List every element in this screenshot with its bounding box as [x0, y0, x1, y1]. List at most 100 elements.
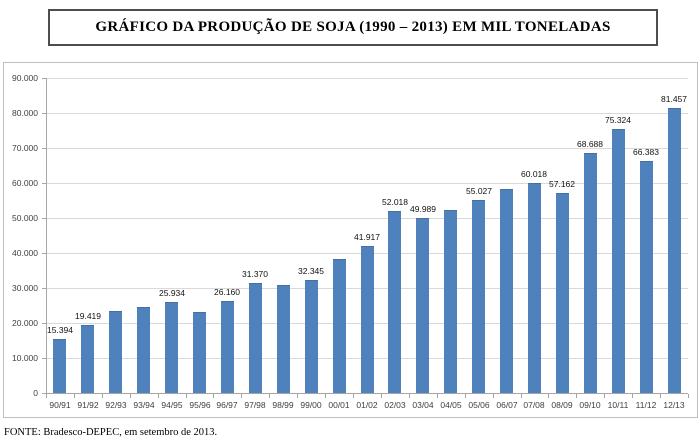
y-axis-tick — [42, 148, 46, 149]
x-axis-tick — [241, 394, 242, 398]
x-axis-tick — [576, 394, 577, 398]
x-axis-tick — [521, 394, 522, 398]
y-axis-label: 80.000 — [12, 108, 38, 118]
x-axis-label: 97/98 — [244, 400, 266, 410]
y-axis-label: 20.000 — [12, 318, 38, 328]
bar-05-06 — [472, 200, 485, 393]
bar-value-label: 25.934 — [159, 288, 185, 298]
y-axis-tick — [42, 113, 46, 114]
bar-93-94 — [137, 307, 150, 393]
y-axis-tick — [42, 78, 46, 79]
y-axis-tick — [42, 393, 46, 394]
bar-00-01 — [333, 259, 346, 393]
x-axis-tick — [353, 394, 354, 398]
x-axis-label: 01/02 — [356, 400, 378, 410]
x-axis-tick — [548, 394, 549, 398]
x-axis-tick — [46, 394, 47, 398]
x-axis-tick — [158, 394, 159, 398]
bar-value-label: 15.394 — [47, 325, 73, 335]
x-axis-tick — [213, 394, 214, 398]
y-axis-label: 50.000 — [12, 213, 38, 223]
x-axis-label: 03/04 — [412, 400, 434, 410]
x-axis-tick — [632, 394, 633, 398]
x-axis-label: 11/12 — [635, 400, 657, 410]
y-axis-label: 10.000 — [12, 353, 38, 363]
y-axis-tick — [42, 288, 46, 289]
bar-value-label: 19.419 — [75, 311, 101, 321]
x-axis-tick — [409, 394, 410, 398]
bar-value-label: 32.345 — [298, 266, 324, 276]
x-axis-label: 98/99 — [272, 400, 294, 410]
bar-value-label: 41.917 — [354, 232, 380, 242]
x-axis-label: 95/96 — [189, 400, 211, 410]
x-axis-tick — [381, 394, 382, 398]
gridline — [46, 183, 688, 184]
x-axis-label: 96/97 — [216, 400, 238, 410]
chart-title: GRÁFICO DA PRODUÇÃO DE SOJA (1990 – 2013… — [95, 19, 611, 35]
bar-97-98 — [249, 283, 262, 393]
x-axis-tick — [604, 394, 605, 398]
bar-value-label: 26.160 — [214, 287, 240, 297]
bar-94-95 — [165, 302, 178, 393]
y-axis-label: 60.000 — [12, 178, 38, 188]
x-axis-tick — [465, 394, 466, 398]
y-axis-label: 90.000 — [12, 73, 38, 83]
bar-value-label: 31.370 — [242, 269, 268, 279]
x-axis-tick — [493, 394, 494, 398]
bar-96-97 — [221, 301, 234, 393]
y-axis-tick — [42, 183, 46, 184]
bar-02-03 — [388, 211, 401, 393]
x-axis-line — [46, 393, 688, 394]
y-axis-line — [46, 78, 47, 394]
y-axis-label: 70.000 — [12, 143, 38, 153]
x-axis-label: 07/08 — [523, 400, 545, 410]
y-axis-tick — [42, 218, 46, 219]
y-axis-label: 40.000 — [12, 248, 38, 258]
x-axis-label: 09/10 — [579, 400, 601, 410]
plot-area: 0 10.000 20.000 30.000 40.000 50.000 60.000 70.… — [4, 63, 697, 417]
y-axis-label: 30.000 — [12, 283, 38, 293]
bar-90-91 — [53, 339, 66, 393]
bar-value-label: 60.018 — [521, 169, 547, 179]
gridline — [46, 113, 688, 114]
bar-10-11 — [612, 129, 625, 393]
x-axis-tick — [102, 394, 103, 398]
x-axis-label: 05/06 — [468, 400, 490, 410]
bar-12-13 — [668, 108, 681, 393]
bar-07-08 — [528, 183, 541, 393]
gridline — [46, 218, 688, 219]
bar-value-label: 57.162 — [549, 179, 575, 189]
bar-99-00 — [305, 280, 318, 393]
bar-92-93 — [109, 311, 122, 393]
x-axis-tick — [74, 394, 75, 398]
bar-11-12 — [640, 161, 653, 393]
x-axis-label: 10/11 — [607, 400, 629, 410]
x-axis-label: 94/95 — [161, 400, 183, 410]
bar-value-label: 49.989 — [410, 204, 436, 214]
x-axis-label: 06/07 — [496, 400, 518, 410]
chart-container: 0 10.000 20.000 30.000 40.000 50.000 60.000 70.… — [3, 62, 698, 418]
x-axis-tick — [186, 394, 187, 398]
bar-value-label: 75.324 — [605, 115, 631, 125]
y-axis-tick — [42, 323, 46, 324]
x-axis-tick — [269, 394, 270, 398]
bar-value-label: 68.688 — [577, 139, 603, 149]
x-axis-label: 00/01 — [328, 400, 350, 410]
bar-04-05 — [444, 210, 457, 393]
x-axis-tick — [660, 394, 661, 398]
x-axis-tick — [688, 394, 689, 398]
x-axis-label: 08/09 — [551, 400, 573, 410]
bar-value-label: 66.383 — [633, 147, 659, 157]
y-axis-label: 0 — [33, 388, 38, 398]
bar-91-92 — [81, 325, 94, 393]
x-axis-label: 02/03 — [384, 400, 406, 410]
y-axis-tick — [42, 358, 46, 359]
x-axis-label: 93/94 — [133, 400, 155, 410]
x-axis-tick — [297, 394, 298, 398]
bar-09-10 — [584, 153, 597, 393]
bar-value-label: 55.027 — [466, 186, 492, 196]
bar-01-02 — [361, 246, 374, 393]
x-axis-tick — [437, 394, 438, 398]
x-axis-label: 04/05 — [440, 400, 462, 410]
